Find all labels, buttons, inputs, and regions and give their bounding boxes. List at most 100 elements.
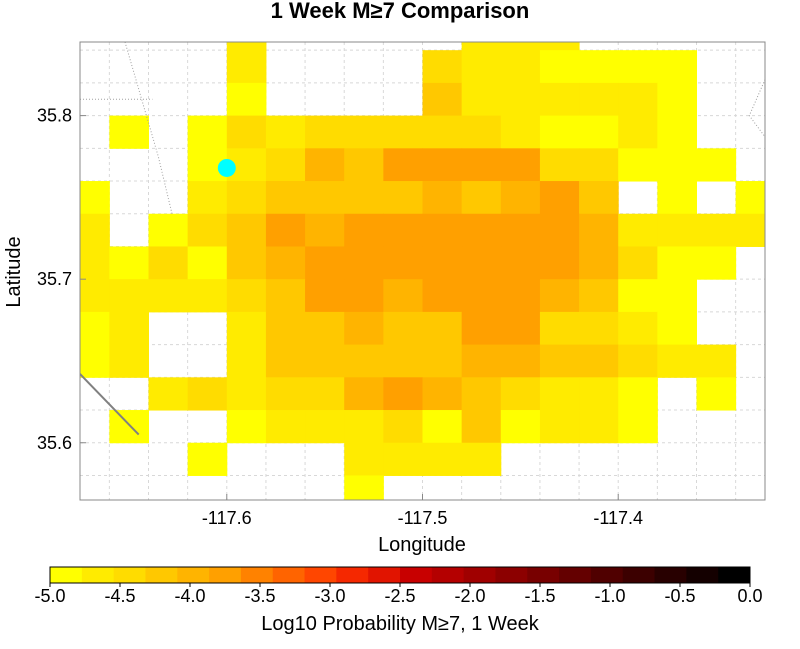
colorbar-segment (305, 567, 337, 583)
heatmap-cell (70, 181, 110, 214)
heatmap-cell (657, 181, 697, 214)
colorbar-segment (82, 567, 114, 583)
heatmap-cell (383, 116, 423, 149)
chart-title: 1 Week M≥7 Comparison (271, 0, 530, 23)
heatmap-cell (657, 50, 697, 83)
heatmap-cell (266, 246, 306, 279)
heatmap-cell (697, 377, 737, 410)
colorbar-segment (591, 567, 623, 583)
heatmap-cell (344, 181, 384, 214)
heatmap-cell (501, 181, 541, 214)
colorbar-tick-label: -2.5 (384, 586, 415, 606)
heatmap-cell (70, 345, 110, 378)
heatmap-cell (423, 148, 463, 181)
heatmap-cell (266, 181, 306, 214)
plot-area: -117.6 -117.5 -117.4 35.6 35.7 35.8 (37, 0, 775, 528)
heatmap-cell (188, 443, 228, 476)
fault-line (749, 80, 765, 137)
heatmap-cell (383, 148, 423, 181)
heatmap-cell (579, 50, 619, 83)
heatmap-cell (540, 17, 580, 50)
heatmap-cell (657, 279, 697, 312)
colorbar-segment (432, 567, 464, 583)
heatmap-cell (501, 116, 541, 149)
colorbar-tick-label: -3.0 (314, 586, 345, 606)
heatmap-cell (383, 246, 423, 279)
colorbar-segment (336, 567, 368, 583)
heatmap-cell (462, 345, 502, 378)
heatmap-cell (579, 83, 619, 116)
colorbar-segment (527, 567, 559, 583)
heatmap-cell (618, 410, 658, 443)
heatmap-cell (618, 279, 658, 312)
heatmap-cell (383, 279, 423, 312)
heatmap-cell (462, 377, 502, 410)
heatmap-cell (657, 345, 697, 378)
heatmap-cell (344, 279, 384, 312)
heatmap-cell (266, 214, 306, 247)
colorbar-tick-label: 0.0 (737, 586, 762, 606)
heatmap-cell (736, 181, 776, 214)
heatmap-cell (266, 279, 306, 312)
heatmap-cell (579, 345, 619, 378)
colorbar-segment (368, 567, 400, 583)
heatmap-cell (579, 410, 619, 443)
heatmap-cell (501, 410, 541, 443)
heatmap-cell (227, 214, 267, 247)
heatmap-cell (305, 345, 345, 378)
colorbar-segment (495, 567, 527, 583)
heatmap-cell (462, 83, 502, 116)
heatmap-cell (540, 312, 580, 345)
heatmap-cell (423, 214, 463, 247)
colorbar-segment (209, 567, 241, 583)
plot-inner (70, 0, 775, 509)
heatmap-cell (109, 312, 149, 345)
heatmap-cell (423, 443, 463, 476)
heatmap-cell (462, 279, 502, 312)
heatmap-cell (657, 214, 697, 247)
heatmap-cell (227, 181, 267, 214)
colorbar-tick-label: -5.0 (34, 586, 65, 606)
heatmap-cell (423, 116, 463, 149)
heatmap-cell (618, 377, 658, 410)
heatmap-cell (109, 246, 149, 279)
heatmap-cell (657, 312, 697, 345)
heatmap-cell (697, 345, 737, 378)
heatmap-cell (383, 214, 423, 247)
heatmap-cell (462, 312, 502, 345)
colorbar-tick-label: -0.5 (664, 586, 695, 606)
heatmap-cell (618, 116, 658, 149)
y-axis-label: Latitude (3, 236, 25, 307)
heatmap-cell (462, 410, 502, 443)
heatmap-cell (618, 50, 658, 83)
colorbar-tick-label: -4.0 (174, 586, 205, 606)
heatmap-cell (462, 443, 502, 476)
fault-line (80, 374, 139, 435)
colorbar-segment (623, 567, 655, 583)
heatmap-cell (462, 50, 502, 83)
heatmap-cell (344, 116, 384, 149)
heatmap-cell (462, 246, 502, 279)
heatmap-cell (109, 279, 149, 312)
colorbar-segment (50, 567, 82, 583)
heatmap-cell (618, 83, 658, 116)
heatmap-cell (383, 443, 423, 476)
colorbar-segment (400, 567, 432, 583)
heatmap-cell (657, 116, 697, 149)
y-tick-label: 35.8 (37, 106, 72, 126)
colorbar: -5.0 -4.5 -4.0 -3.5 -3.0 -2.5 -2.0 -1.5 -1.0 -0.5… (34, 567, 762, 606)
colorbar-label: Log10 Probability M≥7, 1 Week (261, 613, 539, 635)
heatmap-cell (344, 475, 384, 508)
heatmap-cell (305, 214, 345, 247)
heatmap-cell (344, 246, 384, 279)
heatmap-cell (423, 83, 463, 116)
heatmap-cell (109, 345, 149, 378)
heatmap-cell (501, 279, 541, 312)
heatmap-cell (188, 214, 228, 247)
heatmap-cell (540, 116, 580, 149)
heatmap-cell (344, 214, 384, 247)
colorbar-segment (464, 567, 496, 583)
y-tick-label: 35.6 (37, 433, 72, 453)
x-tick-label: -117.6 (202, 508, 252, 528)
heatmap-cell (423, 279, 463, 312)
